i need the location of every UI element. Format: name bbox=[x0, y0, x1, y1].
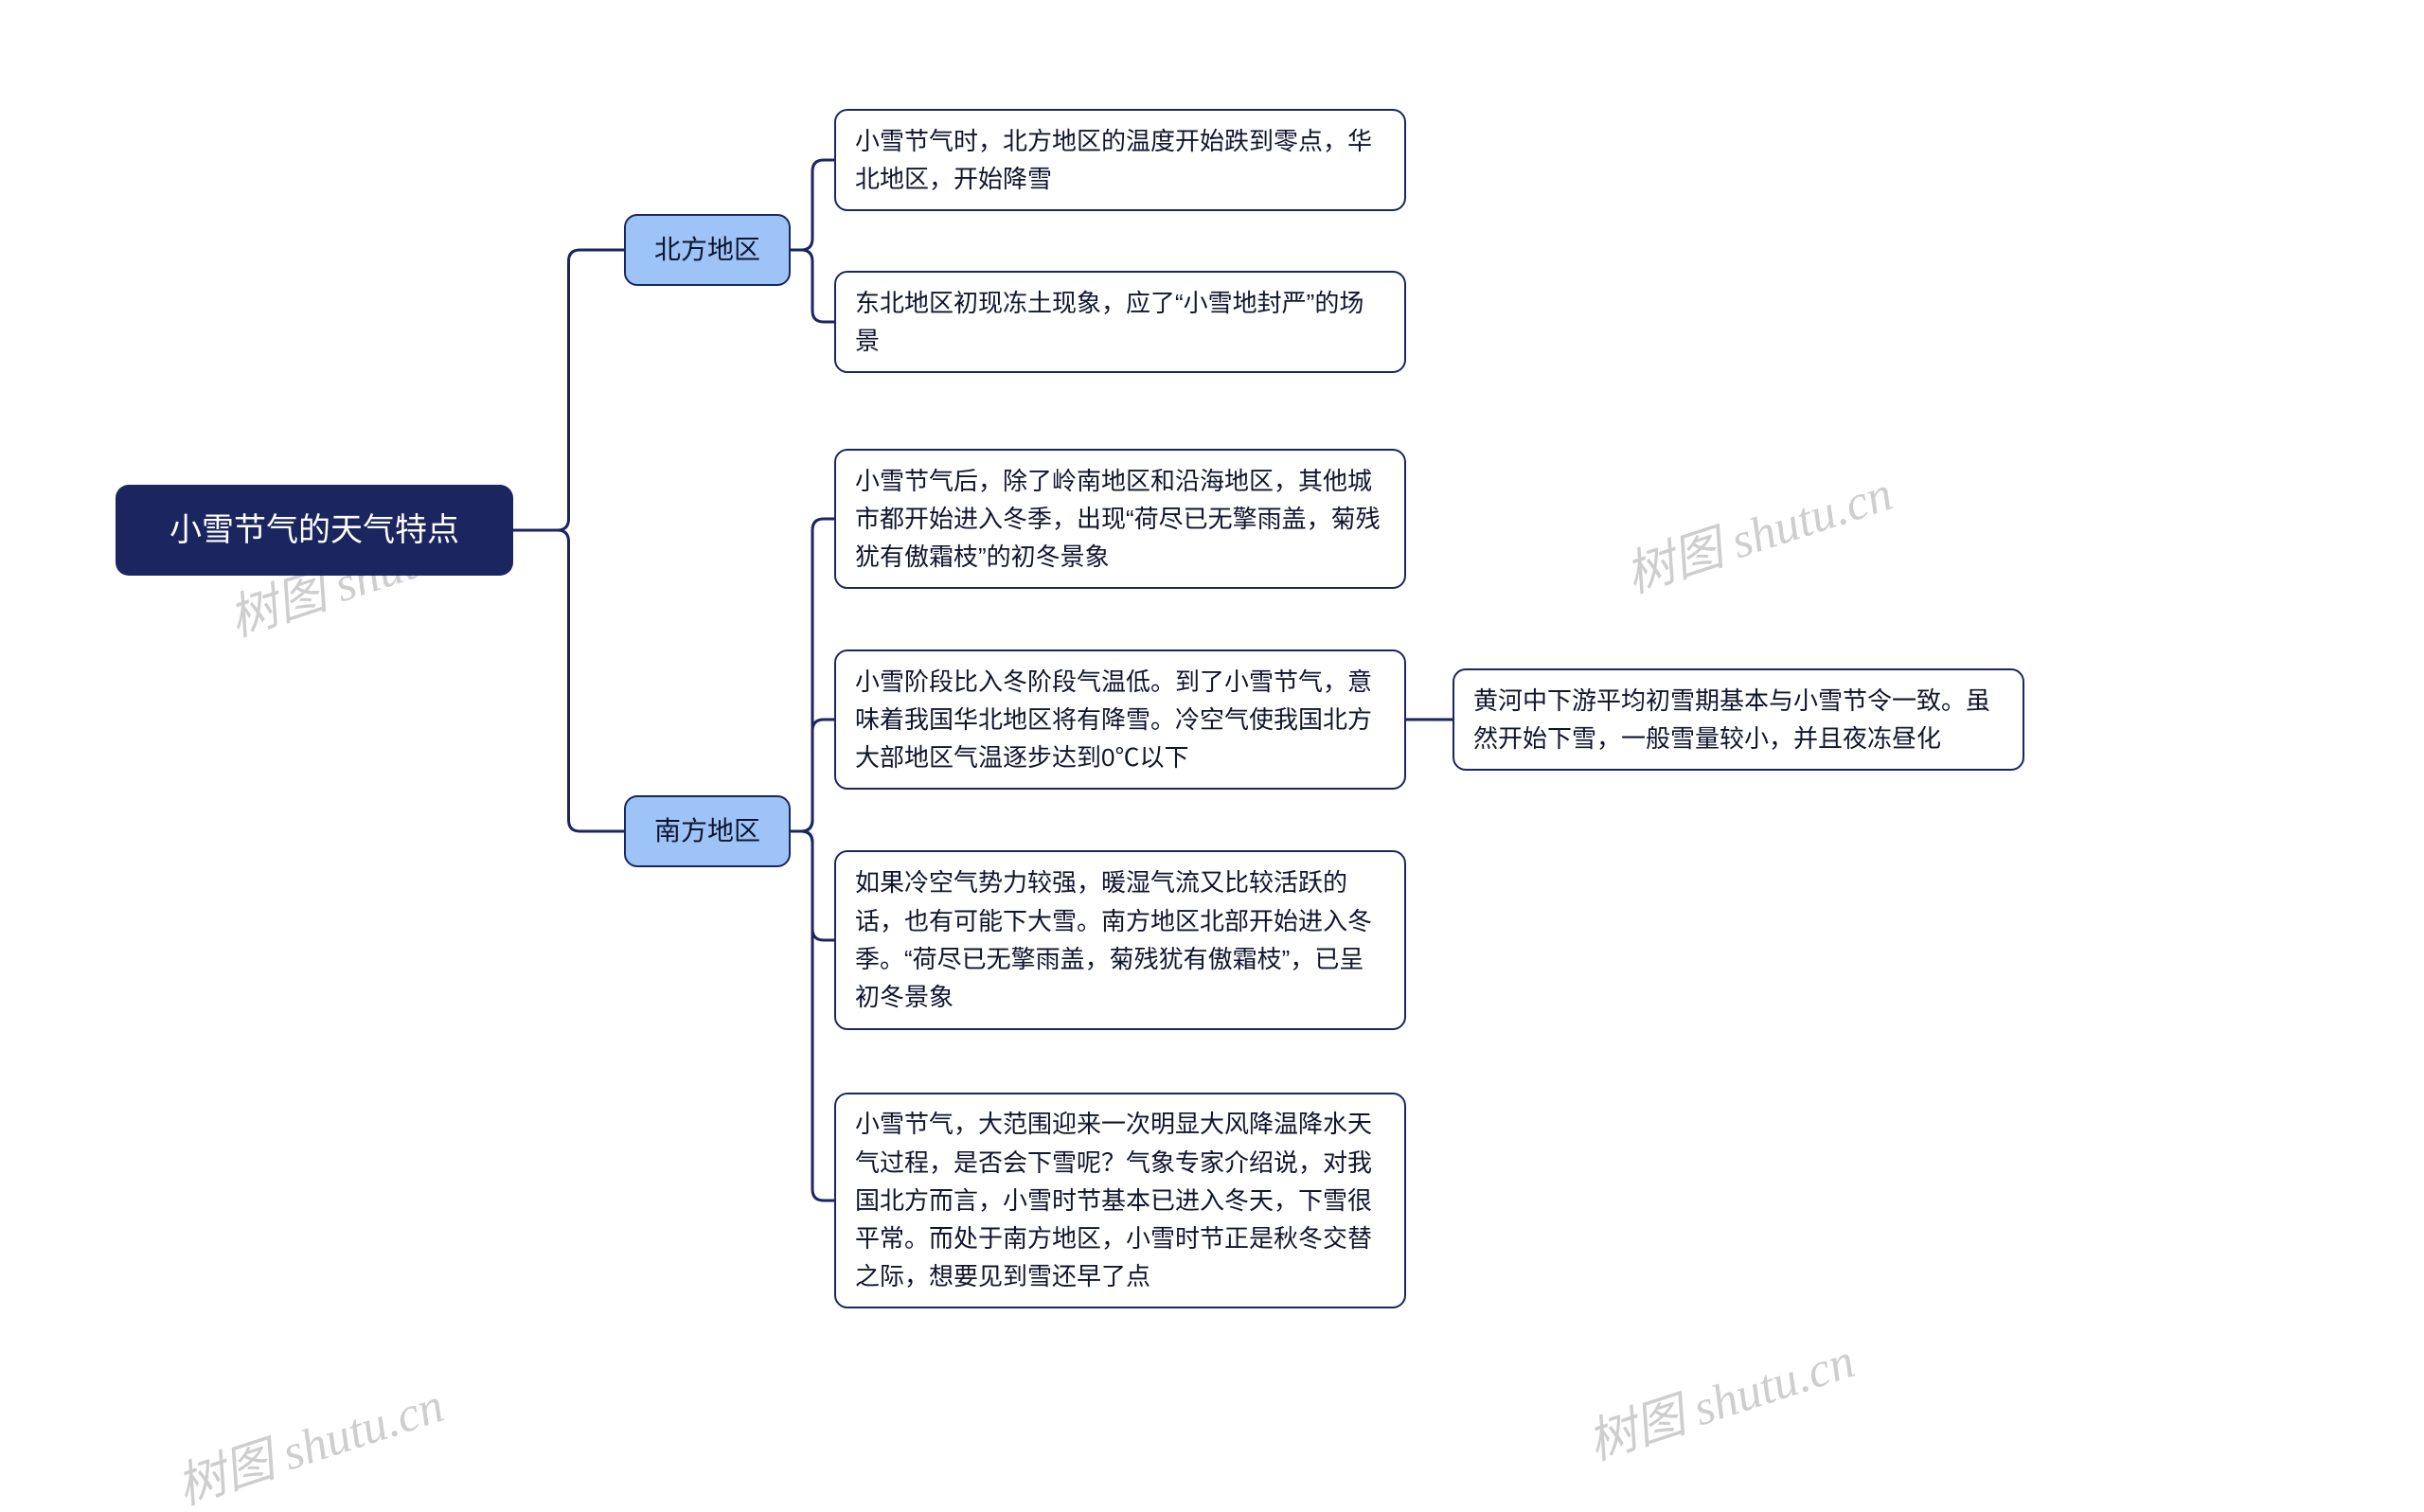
leaf-text: 小雪节气后，除了岭南地区和沿海地区，其他城市都开始进入冬季，出现“荷尽已无擎雨盖… bbox=[855, 462, 1385, 577]
watermark: 树图 shutu.cn bbox=[167, 1365, 452, 1512]
leaf-node: 黄河中下游平均初雪期基本与小雪节令一致。虽然开始下雪，一般雪量较小，并且夜冻昼化 bbox=[1453, 668, 2024, 771]
mindmap-canvas: 树图 shutu.cn 树图 shutu.cn 树图 shutu.cn 树图 s… bbox=[0, 0, 2424, 1512]
watermark: 树图 shutu.cn bbox=[1615, 454, 1900, 606]
leaf-text: 东北地区初现冻土现象，应了“小雪地封严”的场景 bbox=[855, 284, 1385, 361]
leaf-node: 小雪节气后，除了岭南地区和沿海地区，其他城市都开始进入冬季，出现“荷尽已无擎雨盖… bbox=[834, 449, 1406, 589]
root-label: 小雪节气的天气特点 bbox=[169, 507, 459, 555]
leaf-text: 如果冷空气势力较强，暖湿气流又比较活跃的话，也有可能下大雪。南方地区北部开始进入… bbox=[855, 863, 1385, 1016]
leaf-node: 小雪节气时，北方地区的温度开始跌到零点，华北地区，开始降雪 bbox=[834, 109, 1406, 211]
root-node: 小雪节气的天气特点 bbox=[116, 485, 513, 576]
watermark: 树图 shutu.cn bbox=[1577, 1321, 1863, 1473]
branch-north: 北方地区 bbox=[624, 214, 791, 286]
leaf-node: 如果冷空气势力较强，暖湿气流又比较活跃的话，也有可能下大雪。南方地区北部开始进入… bbox=[834, 850, 1406, 1030]
leaf-text: 小雪阶段比入冬阶段气温低。到了小雪节气，意味着我国华北地区将有降雪。冷空气使我国… bbox=[855, 663, 1385, 777]
leaf-node: 小雪阶段比入冬阶段气温低。到了小雪节气，意味着我国华北地区将有降雪。冷空气使我国… bbox=[834, 649, 1406, 790]
branch-label: 南方地区 bbox=[654, 811, 760, 851]
branch-label: 北方地区 bbox=[654, 230, 760, 270]
leaf-text: 小雪节气时，北方地区的温度开始跌到零点，华北地区，开始降雪 bbox=[855, 122, 1385, 199]
leaf-text: 黄河中下游平均初雪期基本与小雪节令一致。虽然开始下雪，一般雪量较小，并且夜冻昼化 bbox=[1473, 682, 2004, 758]
leaf-node: 东北地区初现冻土现象，应了“小雪地封严”的场景 bbox=[834, 271, 1406, 373]
leaf-node: 小雪节气，大范围迎来一次明显大风降温降水天气过程，是否会下雪呢？气象专家介绍说，… bbox=[834, 1093, 1406, 1308]
leaf-text: 小雪节气，大范围迎来一次明显大风降温降水天气过程，是否会下雪呢？气象专家介绍说，… bbox=[855, 1105, 1385, 1295]
branch-south: 南方地区 bbox=[624, 795, 791, 867]
